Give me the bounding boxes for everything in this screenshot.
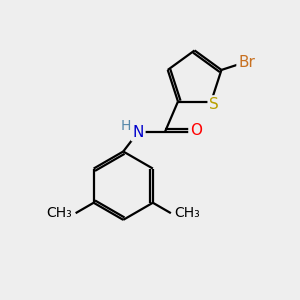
Text: N: N (132, 125, 144, 140)
Text: S: S (209, 97, 219, 112)
Text: O: O (190, 123, 202, 138)
Text: Br: Br (238, 55, 255, 70)
Text: CH₃: CH₃ (174, 206, 200, 220)
Text: H: H (121, 118, 131, 133)
Text: CH₃: CH₃ (46, 206, 72, 220)
